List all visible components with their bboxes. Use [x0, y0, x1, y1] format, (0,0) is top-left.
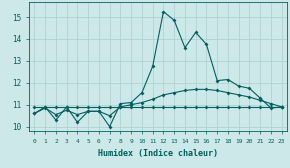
X-axis label: Humidex (Indice chaleur): Humidex (Indice chaleur) [98, 149, 218, 158]
